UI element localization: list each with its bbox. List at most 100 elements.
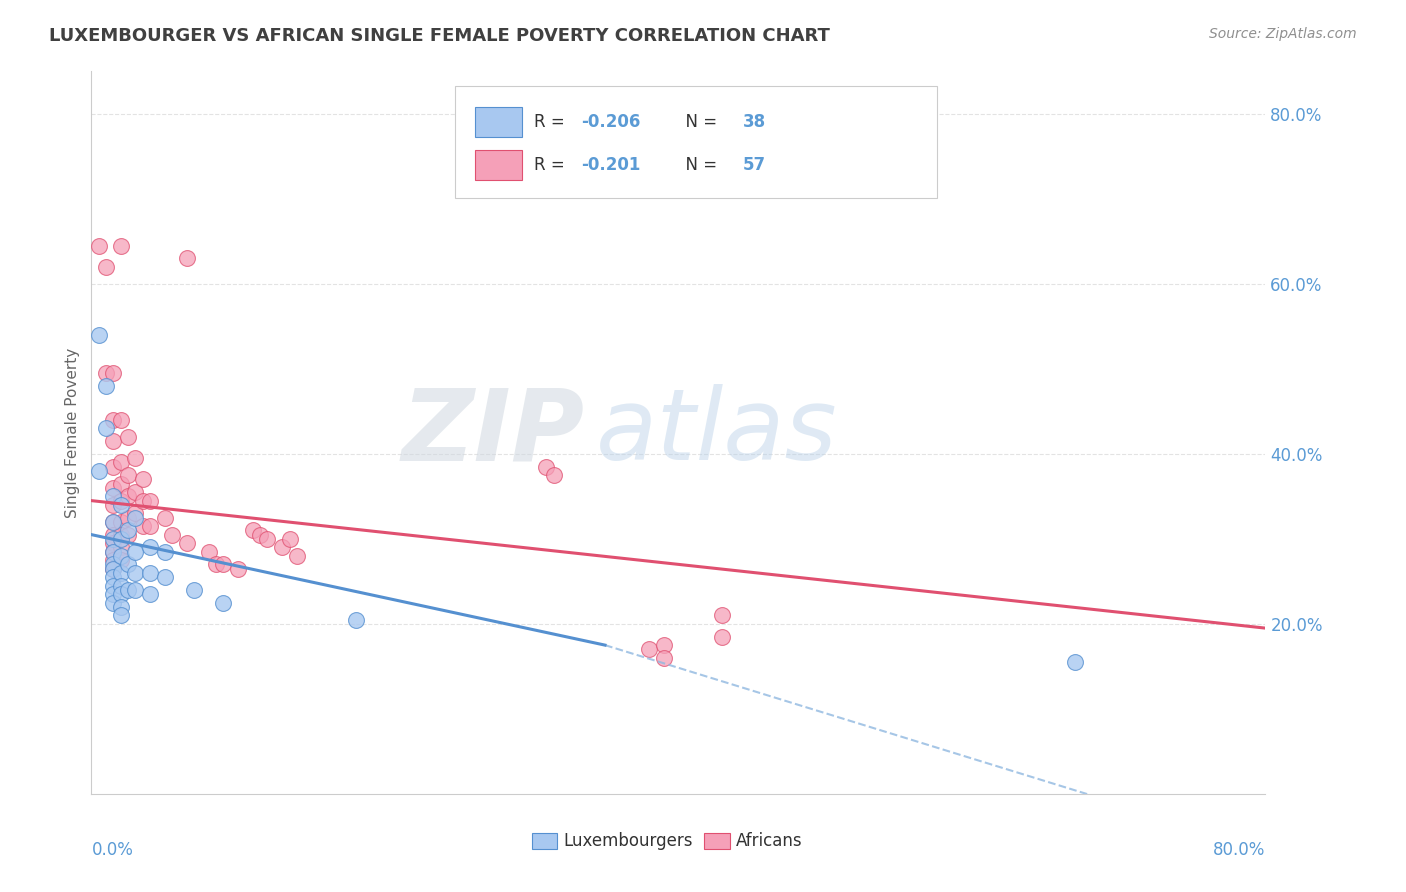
Point [652,651,675,665]
Point [103,515,125,529]
Point [212,596,235,610]
Point [212,558,235,572]
Point [197,544,219,558]
Text: -0.201: -0.201 [581,156,640,174]
Point [711,608,734,623]
Point [132,519,155,533]
Point [110,579,132,593]
Text: R =: R = [534,156,569,174]
Text: -0.206: -0.206 [581,113,640,131]
Point [110,553,132,567]
Point [256,532,278,546]
Y-axis label: Single Female Poverty: Single Female Poverty [65,348,80,517]
Point [103,515,125,529]
Point [205,558,228,572]
Text: Luxembourgers: Luxembourgers [564,832,693,850]
Point [278,532,301,546]
Point [124,451,146,466]
Point [160,527,183,541]
Point [242,524,264,538]
Point [103,596,125,610]
Point [132,472,155,486]
Point [103,489,125,503]
Point [117,510,139,524]
Text: LUXEMBOURGER VS AFRICAN SINGLE FEMALE POVERTY CORRELATION CHART: LUXEMBOURGER VS AFRICAN SINGLE FEMALE PO… [49,27,830,45]
Point [110,515,132,529]
Point [94,421,117,435]
Point [117,527,139,541]
Text: N =: N = [675,113,723,131]
Point [1063,655,1085,669]
Point [271,541,294,555]
Point [153,544,176,558]
FancyBboxPatch shape [456,86,936,198]
Point [117,430,139,444]
Point [183,582,205,597]
Point [124,544,146,558]
Text: atlas: atlas [596,384,838,481]
Text: Source: ZipAtlas.com: Source: ZipAtlas.com [1209,27,1357,41]
Point [110,238,132,252]
Point [139,566,162,580]
Text: N =: N = [675,156,723,174]
Point [536,459,558,474]
Point [110,527,132,541]
Point [103,459,125,474]
Point [117,489,139,503]
Point [110,532,132,546]
Point [110,599,132,614]
Bar [475,107,522,137]
Point [103,579,125,593]
Point [103,587,125,601]
Point [103,561,125,575]
Point [117,524,139,538]
Point [103,558,125,572]
Point [132,493,155,508]
Point [87,464,110,478]
Point [124,566,146,580]
Point [110,608,132,623]
Point [103,536,125,550]
Point [124,510,146,524]
Point [117,558,139,572]
Point [139,541,162,555]
Point [153,510,176,524]
Point [344,613,367,627]
Point [543,468,565,483]
Point [103,544,125,558]
Point [124,507,146,521]
Text: Africans: Africans [735,832,803,850]
Bar [475,150,522,180]
Point [711,630,734,644]
Point [94,379,117,393]
Point [153,570,176,584]
Point [110,498,132,512]
Point [226,561,249,575]
Point [103,532,125,546]
Point [176,252,198,266]
Point [103,570,125,584]
Point [103,481,125,495]
Point [110,587,132,601]
Text: ZIP: ZIP [402,384,585,481]
Bar [531,833,557,849]
Point [139,587,162,601]
Text: 80.0%: 80.0% [1213,841,1265,859]
Bar [704,833,730,849]
Point [117,468,139,483]
Point [285,549,308,563]
Point [87,238,110,252]
Point [103,561,125,575]
Point [110,541,132,555]
Point [176,536,198,550]
Point [103,553,125,567]
Point [249,527,271,541]
Point [94,366,117,380]
Point [110,476,132,491]
Point [103,434,125,449]
Point [139,519,162,533]
Text: R =: R = [534,113,569,131]
Point [124,485,146,500]
Point [117,582,139,597]
Point [652,638,675,652]
